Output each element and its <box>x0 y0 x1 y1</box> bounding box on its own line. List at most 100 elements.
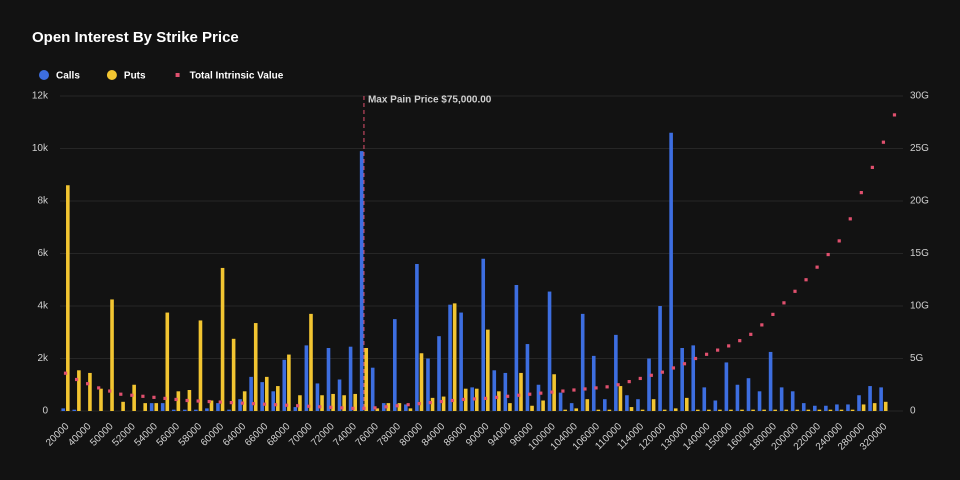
y2-tick-label: 10G <box>910 301 929 312</box>
bar <box>149 403 154 411</box>
intrinsic-point <box>660 370 664 374</box>
bar <box>662 409 667 411</box>
bar <box>618 386 623 411</box>
bar <box>463 388 468 411</box>
intrinsic-point <box>318 405 322 409</box>
bar <box>746 378 751 411</box>
bar <box>419 353 424 411</box>
bar <box>724 362 729 411</box>
bar <box>227 409 231 411</box>
bar <box>298 395 302 411</box>
bar <box>353 393 357 411</box>
intrinsic-point <box>506 394 510 398</box>
intrinsic-point <box>240 401 244 405</box>
bar <box>77 370 81 411</box>
intrinsic-point <box>605 385 609 389</box>
intrinsic-point <box>749 332 753 336</box>
bar <box>563 409 567 411</box>
bar <box>448 304 452 411</box>
y-tick-label: 0 <box>42 406 48 417</box>
bar <box>320 395 324 411</box>
intrinsic-point <box>804 278 808 282</box>
intrinsic-point <box>373 406 377 410</box>
bar <box>470 387 474 411</box>
y-tick-label: 10k <box>32 143 49 154</box>
intrinsic-point <box>517 393 521 397</box>
bar <box>790 391 795 411</box>
intrinsic-point <box>649 373 653 377</box>
bar <box>187 390 192 411</box>
bar <box>342 395 346 411</box>
bar <box>287 354 291 411</box>
intrinsic-point <box>793 289 797 293</box>
bar <box>607 409 612 411</box>
intrinsic-point <box>870 165 874 169</box>
intrinsic-point <box>848 217 852 221</box>
intrinsic-point <box>461 397 466 402</box>
bar <box>359 151 364 411</box>
bar <box>806 409 811 411</box>
x-tick-label: 84000 <box>420 421 448 449</box>
intrinsic-point <box>815 265 819 269</box>
intrinsic-point <box>483 396 488 400</box>
intrinsic-point <box>837 239 841 243</box>
bar <box>647 358 651 411</box>
intrinsic-point <box>583 387 587 391</box>
intrinsic-point <box>417 402 421 406</box>
x-tick-label: 60000 <box>199 421 227 449</box>
bar <box>762 409 766 411</box>
bar <box>408 408 413 411</box>
legend-marker <box>39 70 49 80</box>
bar <box>72 409 77 411</box>
bar <box>574 408 579 411</box>
bar <box>879 387 883 411</box>
bar <box>585 399 590 411</box>
intrinsic-point <box>494 395 499 399</box>
intrinsic-point <box>395 404 399 408</box>
bar <box>503 372 508 411</box>
bar <box>857 395 861 411</box>
intrinsic-point <box>671 366 676 370</box>
y2-tick-label: 15G <box>910 248 929 259</box>
bar <box>729 409 733 411</box>
bar <box>702 387 707 411</box>
bar <box>337 379 342 411</box>
intrinsic-point <box>207 399 211 404</box>
bar <box>525 344 530 411</box>
intrinsic-point <box>428 401 432 405</box>
y-tick-label: 8k <box>37 196 49 207</box>
bar <box>430 397 435 411</box>
bar <box>536 384 541 411</box>
bar <box>415 264 419 411</box>
bar <box>121 401 125 411</box>
bar <box>209 400 214 411</box>
intrinsic-point <box>273 403 278 407</box>
bar <box>846 404 850 411</box>
bar <box>629 407 634 411</box>
bar <box>784 409 789 411</box>
bar <box>684 397 689 411</box>
y-tick-label: 6k <box>37 248 49 259</box>
bar <box>839 409 844 411</box>
bar <box>519 372 523 411</box>
bar <box>216 403 220 411</box>
annotation-label: Max Pain Price $75,000.00 <box>368 95 492 106</box>
bar <box>238 399 242 411</box>
intrinsic-point <box>472 397 477 401</box>
bar <box>779 387 784 411</box>
intrinsic-point <box>716 348 720 352</box>
x-tick-label: 74000 <box>331 421 359 449</box>
bar <box>441 396 446 411</box>
bar <box>691 345 696 411</box>
bar <box>304 345 309 411</box>
bar <box>835 404 839 411</box>
x-tick-label: 70000 <box>287 421 315 449</box>
bar <box>132 384 136 411</box>
bar <box>872 403 877 411</box>
bar <box>696 409 700 411</box>
bar <box>569 403 574 411</box>
y2-tick-label: 20G <box>910 196 929 207</box>
x-tick-label: 72000 <box>309 421 337 449</box>
bar <box>397 403 402 411</box>
